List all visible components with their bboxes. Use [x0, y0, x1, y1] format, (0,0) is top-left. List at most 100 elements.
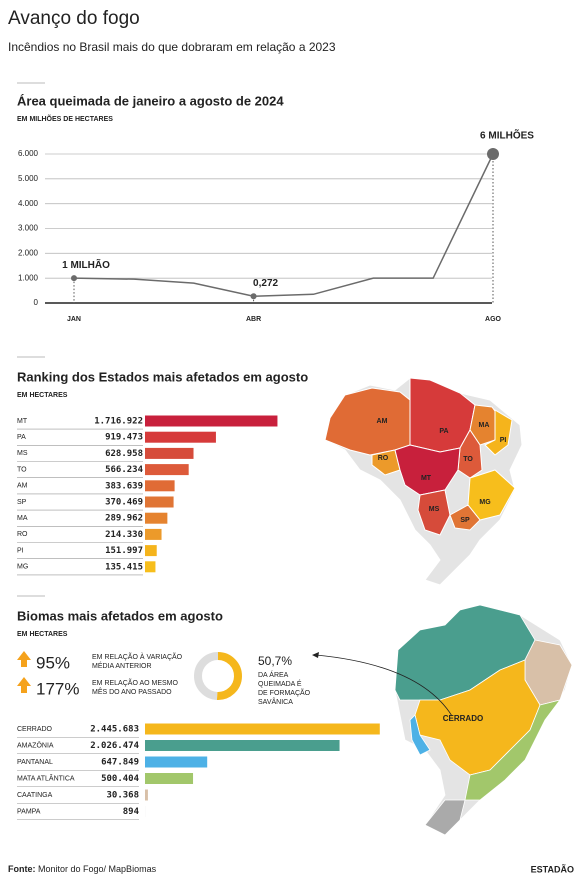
stat-value: 95%: [36, 653, 70, 672]
title: Avanço do fogo: [8, 8, 140, 29]
map-label: SP: [460, 517, 470, 524]
bar: [145, 480, 175, 492]
category-label: PA: [17, 434, 26, 441]
value-label: 289.962: [105, 514, 143, 524]
map-label: MA: [479, 422, 490, 429]
bar: [145, 415, 278, 427]
x-tick-label: JAN: [67, 316, 81, 323]
category-label: CERRADO: [17, 726, 53, 733]
bar: [145, 464, 189, 476]
chart-title: Área queimada de janeiro a agosto de 202…: [17, 93, 284, 108]
y-tick-label: 1.000: [18, 273, 39, 282]
bar: [145, 496, 174, 508]
map-label: TO: [463, 456, 473, 463]
source: Fonte: Monitor do Fogo/ MapBiomas: [8, 864, 157, 874]
states-map: [324, 377, 523, 586]
point: [71, 275, 77, 282]
category-label: MATA ATLÂNTICA: [17, 773, 75, 782]
map-label: AM: [377, 418, 388, 425]
source-text: Monitor do Fogo/ MapBiomas: [38, 864, 157, 874]
bar: [145, 789, 148, 801]
bar: [145, 756, 208, 768]
line: [73, 153, 494, 297]
value-label: 647.849: [101, 758, 139, 768]
value-label: 919.473: [105, 433, 143, 443]
donut-annotation: DE FORMAÇÃO: [258, 688, 311, 697]
donut-annotation: SAVÂNICA: [258, 697, 293, 706]
chart-title: Biomas mais afetados em agosto: [17, 608, 223, 623]
chart-subtitle: EM HECTARES: [17, 631, 68, 638]
stat-text: EM RELAÇÃO AO MESMO: [92, 678, 179, 687]
category-label: SP: [17, 499, 27, 506]
source-label: Fonte:: [8, 864, 36, 874]
donut-slice: [194, 652, 219, 700]
map-label: CERRADO: [443, 714, 483, 723]
bar: [145, 512, 168, 524]
up-arrow: [17, 677, 31, 693]
value-label: 370.469: [105, 498, 143, 508]
chart-subtitle: EM HECTARES: [17, 392, 68, 399]
y-tick-label: 4.000: [18, 199, 39, 208]
map-label: MG: [479, 499, 491, 506]
point-label: 0,272: [253, 278, 278, 289]
y-tick-label: 2.000: [18, 248, 39, 257]
x-tick-label: AGO: [485, 316, 502, 323]
category-label: PAMPA: [17, 808, 41, 815]
map-label: RO: [378, 455, 389, 462]
bar: [145, 740, 340, 751]
value-label: 628.958: [105, 449, 143, 459]
category-label: MG: [17, 564, 28, 571]
value-label: 2.445.683: [90, 725, 139, 735]
map-label: PA: [439, 428, 448, 435]
category-label: RO: [17, 531, 28, 538]
bar: [145, 447, 194, 459]
y-tick-label: 6.000: [18, 149, 39, 158]
chart-title: Ranking dos Estados mais afetados em ago…: [17, 369, 308, 384]
bar: [145, 545, 157, 557]
value-label: 30.368: [106, 791, 139, 801]
bar: [145, 773, 194, 784]
up-arrow: [17, 651, 31, 667]
y-tick-label: 0: [34, 298, 39, 307]
subtitle: Incêndios no Brasil mais do que dobraram…: [8, 40, 336, 54]
category-label: MT: [17, 418, 28, 425]
biomes-map: [394, 604, 573, 836]
value-label: 135.415: [105, 562, 143, 572]
value-label: 1.716.922: [94, 417, 143, 427]
stat-text: MÊS DO ANO PASSADO: [92, 687, 172, 696]
x-tick-label: ABR: [246, 316, 261, 323]
point-label: 1 MILHÃO: [62, 258, 110, 271]
point: [250, 293, 257, 300]
category-label: AMAZÔNIA: [17, 740, 54, 749]
category-label: MS: [17, 450, 28, 457]
category-label: PANTANAL: [17, 759, 53, 766]
donut-label: 50,7%: [258, 654, 292, 668]
pointer-line: [315, 654, 453, 717]
donut-annotation: QUEIMADA É: [258, 679, 302, 688]
value-label: 214.330: [105, 530, 143, 540]
stat-text: EM RELAÇÃO À VARIAÇÃO: [92, 652, 183, 661]
value-label: 383.639: [105, 481, 143, 491]
point-label: 6 MILHÕES: [480, 129, 534, 142]
value-label: 500.404: [101, 774, 140, 784]
map-label: MS: [429, 506, 440, 513]
chart-subtitle: EM MILHÕES DE HECTARES: [17, 114, 113, 123]
value-label: 566.234: [105, 465, 144, 475]
bar: [145, 561, 156, 573]
category-label: PI: [17, 547, 24, 554]
map-label: PI: [500, 437, 507, 444]
category-label: MA: [17, 515, 28, 522]
bar: [145, 723, 380, 735]
point: [487, 148, 499, 160]
value-label: 894: [123, 807, 140, 817]
pointer-arrow: [312, 652, 319, 658]
map-label: MT: [421, 475, 432, 482]
donut-slice: [216, 652, 242, 700]
stat-value: 177%: [36, 679, 79, 698]
value-label: 151.997: [105, 546, 143, 556]
category-label: TO: [17, 466, 27, 473]
y-tick-label: 5.000: [18, 174, 39, 183]
bar: [145, 431, 216, 443]
brand: ESTADÃO: [531, 864, 574, 874]
